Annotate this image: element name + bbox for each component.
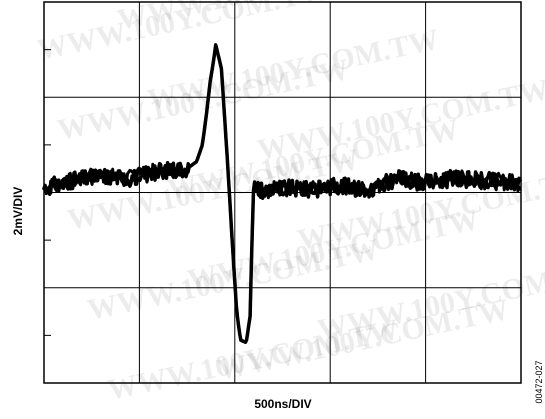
signal-trace bbox=[42, 43, 522, 344]
x-axis-label: 500ns/DIV bbox=[254, 397, 311, 411]
watermark-text: WWW.100Y.COM.TW bbox=[145, 23, 442, 117]
figure-id: 00472-027 bbox=[534, 360, 544, 403]
minor-ticks bbox=[44, 49, 51, 336]
watermark-layer: WWW.100Y.COM.TWWWW.100Y.COM.TWWWW.100Y.C… bbox=[35, 0, 545, 407]
graticule-grid bbox=[43, 1, 522, 384]
y-axis-label: 2mV/DIV bbox=[11, 187, 25, 236]
